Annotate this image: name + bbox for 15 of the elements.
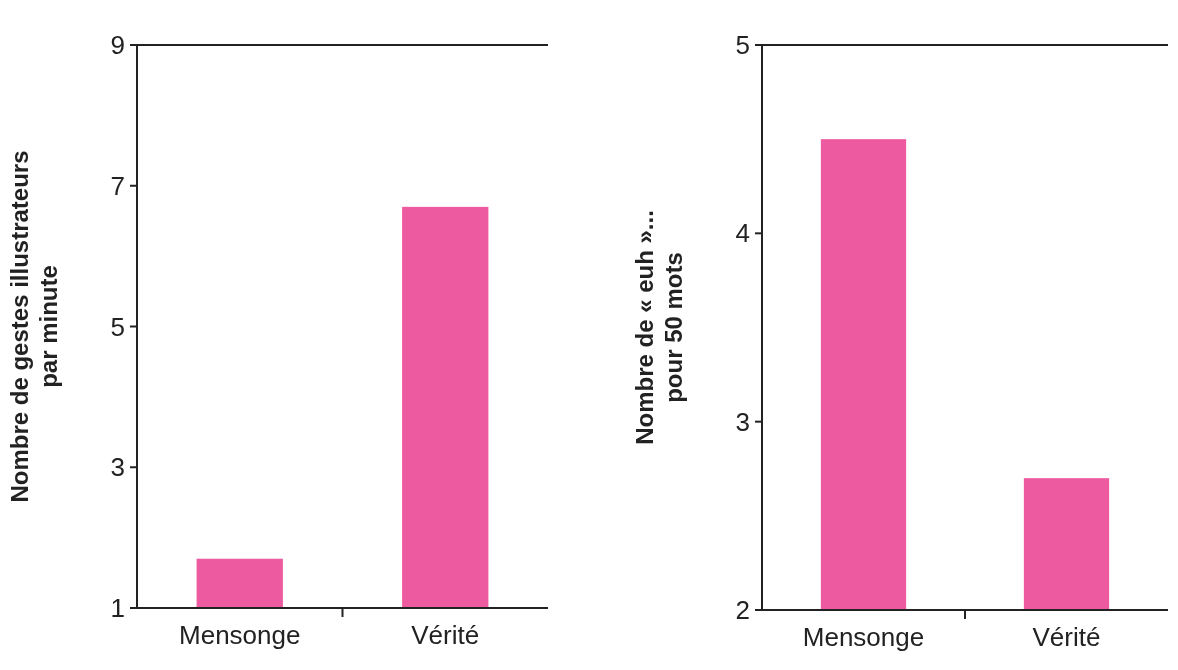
x-tick-label: Mensonge	[802, 622, 925, 652]
y-tick-label: 5	[110, 311, 125, 342]
y-tick-label: 5	[735, 30, 750, 61]
y-tick-label: 9	[110, 30, 125, 61]
y-tick-label: 3	[735, 406, 750, 437]
y-tick-label: 7	[110, 170, 125, 201]
y-tick-label: 2	[735, 595, 750, 626]
x-tick-label: Mensonge	[179, 620, 301, 650]
y-axis-title: Nombre de « euh »... pour 50 mots	[631, 210, 687, 445]
y-tick-label: 3	[110, 452, 125, 483]
x-tick-label: Vérité	[1032, 622, 1101, 652]
y-tick-label: 4	[735, 218, 750, 249]
y-axis-title: Nombre de gestes illustrateurs par minute	[6, 150, 62, 503]
x-tick-label: Vérité	[411, 620, 480, 650]
y-tick-label: 1	[110, 593, 125, 624]
